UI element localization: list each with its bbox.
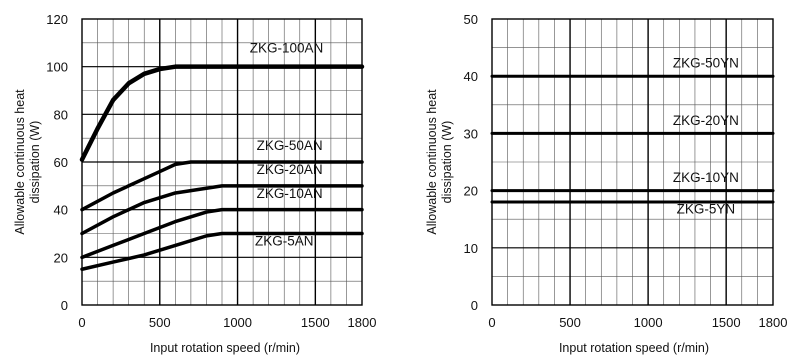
y-tick-label: 20 [54,250,68,265]
x-tick-label: 1800 [759,315,788,330]
y-axis-title-line: Allowable continuous heat [425,89,439,235]
x-tick-label: 500 [559,315,581,330]
series-label: ZKG-20YN [673,113,739,128]
series-label: ZKG-50AN [257,138,323,153]
y-axis-title-line: Allowable continuous heat [13,89,27,235]
x-tick-label: 0 [78,315,85,330]
series-line-zkg-50an [80,160,364,212]
x-axis-title: Input rotation speed (r/min) [150,341,300,355]
y-axis-title: Allowable continuous heatdissipation (W) [425,89,454,235]
series-line-zkg-5an [80,231,364,271]
y-tick-label: 60 [54,155,68,170]
y-tick-label: 0 [61,298,68,313]
y-axis-title-line: dissipation (W) [440,121,454,204]
x-tick-label: 1800 [348,315,377,330]
series-label: ZKG-10YN [673,170,739,185]
series-label: ZKG-20AN [257,162,323,177]
x-tick-label: 500 [149,315,171,330]
x-tick-label: 1000 [223,315,252,330]
y-tick-label: 40 [464,69,478,84]
x-tick-label: 1000 [634,315,663,330]
y-tick-label: 120 [46,12,68,27]
series-line-zkg-20an [80,184,364,236]
x-tick-label: 0 [488,315,495,330]
y-axis-title: Allowable continuous heatdissipation (W) [13,89,42,235]
y-tick-label: 40 [54,203,68,218]
x-tick-label: 1500 [301,315,330,330]
y-tick-label: 50 [464,12,478,27]
y-tick-label: 0 [471,298,478,313]
series-label: ZKG-50YN [673,56,739,71]
chart-yn-series-heat-dissipation: 0 500 1000 1500 1800 0 10 20 30 40 50 Input rotatio… [425,12,787,355]
series-line-zkg-10an [80,207,364,260]
y-tick-label: 100 [46,60,68,75]
series-label: ZKG-5AN [255,233,314,248]
series-line-zkg-100an [79,64,365,162]
series-label: ZKG-100AN [250,40,324,55]
y-tick-label: 10 [464,241,478,256]
plot-frame [491,18,774,306]
x-tick-label: 1500 [712,315,741,330]
y-tick-label: 30 [464,126,478,141]
y-axis-title-line: dissipation (W) [28,121,42,204]
y-tick-label: 80 [54,107,68,122]
series-label: ZKG-10AN [257,186,323,201]
series-label: ZKG-5YN [677,201,736,216]
chart-a-series-heat-dissipation: 0 500 1000 1500 1800 0 20 40 60 80 100 120 Input rot… [13,12,376,355]
y-tick-label: 20 [464,184,478,199]
x-axis-title: Input rotation speed (r/min) [559,341,709,355]
